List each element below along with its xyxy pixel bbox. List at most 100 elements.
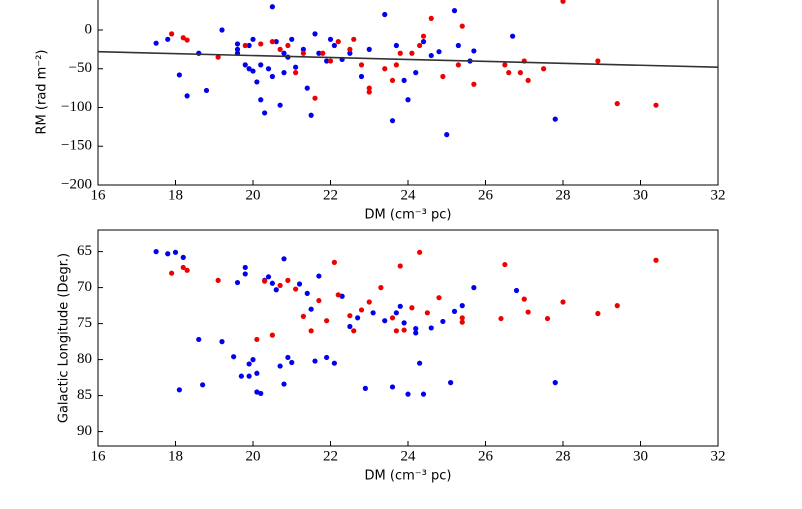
point <box>277 282 283 289</box>
point <box>293 64 299 70</box>
point <box>254 79 260 85</box>
point <box>153 40 159 46</box>
point <box>331 42 337 49</box>
point <box>389 118 396 124</box>
x-tick-label: 18 <box>168 448 183 464</box>
y-tick-label: 85 <box>77 387 92 403</box>
point <box>215 277 221 283</box>
point <box>358 62 365 68</box>
point <box>420 39 427 45</box>
x-tick-label: 18 <box>168 187 183 203</box>
point <box>401 320 407 326</box>
point <box>269 73 275 80</box>
x-tick-label: 32 <box>711 448 726 464</box>
point <box>304 85 310 91</box>
point <box>153 249 159 255</box>
point <box>428 325 434 331</box>
point <box>335 39 341 45</box>
point <box>428 52 434 59</box>
point <box>169 270 175 276</box>
point <box>393 42 399 49</box>
point <box>347 313 353 319</box>
point <box>653 102 659 108</box>
point <box>382 66 388 72</box>
point <box>544 315 551 322</box>
x-axis-label: DM (cm⁻³ pc) <box>365 208 452 223</box>
point <box>327 58 334 64</box>
plot-frame <box>97 0 719 186</box>
point <box>393 310 399 316</box>
x-tick-label: 16 <box>91 448 107 464</box>
point <box>246 66 252 72</box>
y-tick-label: −200 <box>61 176 92 192</box>
point <box>552 116 558 122</box>
point <box>219 27 225 33</box>
point <box>401 77 407 83</box>
x-axis-label: DM (cm⁻³ pc) <box>365 469 452 484</box>
point <box>471 285 477 291</box>
x-tick-label: 28 <box>556 187 571 203</box>
point <box>595 310 601 317</box>
point <box>366 89 372 95</box>
point <box>289 36 295 42</box>
point <box>351 36 357 42</box>
point <box>397 263 403 269</box>
x-tick-label: 26 <box>478 187 494 203</box>
point <box>382 318 388 324</box>
point <box>347 46 353 52</box>
point <box>234 46 241 52</box>
point <box>308 112 314 118</box>
point <box>246 42 252 49</box>
point <box>246 361 252 367</box>
point <box>250 68 256 74</box>
point <box>273 287 279 293</box>
point <box>300 313 306 319</box>
y-axis-label: Galactic Longitude (Degr.) <box>57 253 72 423</box>
point <box>176 72 182 78</box>
point <box>308 328 314 334</box>
point <box>525 309 531 315</box>
point <box>293 70 299 76</box>
y-tick-label: −150 <box>61 138 92 154</box>
point <box>184 267 190 273</box>
point <box>312 358 318 364</box>
point <box>440 73 446 80</box>
point <box>238 373 244 379</box>
point <box>366 46 372 52</box>
point <box>265 274 272 280</box>
point <box>269 4 275 10</box>
point <box>281 381 287 387</box>
point <box>424 310 430 316</box>
point <box>378 285 384 291</box>
point <box>409 50 415 56</box>
point <box>335 292 341 298</box>
point <box>269 39 275 45</box>
point <box>180 254 186 260</box>
point <box>296 281 303 287</box>
point <box>165 251 171 257</box>
point <box>258 390 264 397</box>
point <box>203 87 210 94</box>
point <box>215 54 221 60</box>
point <box>444 132 450 138</box>
point <box>285 277 291 283</box>
point <box>370 310 376 316</box>
point <box>234 279 241 286</box>
point <box>250 357 256 363</box>
point <box>560 299 566 305</box>
point <box>281 50 287 56</box>
point <box>358 307 365 313</box>
point <box>219 339 225 345</box>
point <box>459 23 465 29</box>
point <box>413 70 419 76</box>
point <box>308 306 314 312</box>
point <box>327 36 334 42</box>
point <box>440 318 446 325</box>
point <box>595 58 601 64</box>
point <box>258 97 264 103</box>
point <box>169 31 175 37</box>
point <box>320 50 326 56</box>
point <box>304 290 310 296</box>
x-tick-label: 22 <box>323 448 338 464</box>
plot-frame <box>97 229 719 447</box>
